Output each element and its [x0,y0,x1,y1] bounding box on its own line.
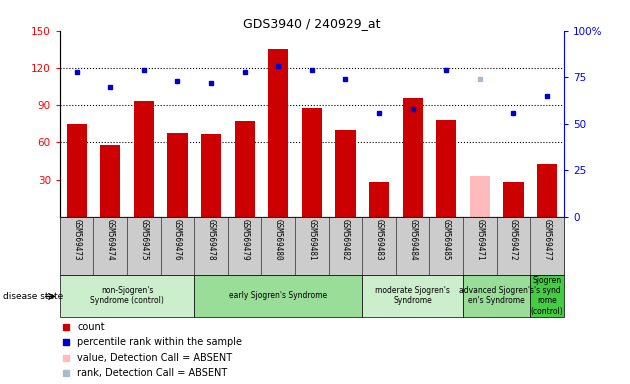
Bar [67,124,87,217]
Text: GSM569484: GSM569484 [408,219,417,260]
Bar [168,132,188,217]
Bar [335,130,355,217]
Bar [134,101,154,217]
Text: GSM569485: GSM569485 [442,219,450,260]
Text: advanced Sjogren's
en's Syndrome: advanced Sjogren's en's Syndrome [459,286,534,305]
Bar [268,50,289,217]
Bar [60,275,194,317]
Bar [234,121,255,217]
Text: GSM569478: GSM569478 [207,219,215,260]
Text: non-Sjogren's
Syndrome (control): non-Sjogren's Syndrome (control) [90,286,164,305]
Text: GSM569482: GSM569482 [341,219,350,260]
Bar [530,275,564,317]
Text: GSM569480: GSM569480 [274,219,283,260]
Text: GSM569479: GSM569479 [240,219,249,260]
Text: count: count [77,322,105,332]
Text: GSM569474: GSM569474 [106,219,115,260]
Bar [369,182,389,217]
Text: GSM569476: GSM569476 [173,219,182,260]
Text: GSM569472: GSM569472 [509,219,518,260]
Text: GSM569473: GSM569473 [72,219,81,260]
Bar [436,120,456,217]
Title: GDS3940 / 240929_at: GDS3940 / 240929_at [243,17,381,30]
Bar [100,145,120,217]
Bar [470,176,490,217]
Text: rank, Detection Call = ABSENT: rank, Detection Call = ABSENT [77,368,227,378]
Bar [503,182,524,217]
Bar [463,275,530,317]
Bar [362,275,463,317]
Text: value, Detection Call = ABSENT: value, Detection Call = ABSENT [77,353,232,363]
Bar [201,134,221,217]
Text: GSM569471: GSM569471 [476,219,484,260]
Bar [302,108,322,217]
Text: GSM569481: GSM569481 [307,219,316,260]
Text: Sjogren
's synd
rome
(control): Sjogren 's synd rome (control) [530,276,563,316]
Text: disease state: disease state [3,292,64,301]
Text: percentile rank within the sample: percentile rank within the sample [77,337,243,348]
Text: GSM569483: GSM569483 [375,219,384,260]
Text: moderate Sjogren's
Syndrome: moderate Sjogren's Syndrome [375,286,450,305]
Text: early Sjogren's Syndrome: early Sjogren's Syndrome [229,291,328,300]
Bar [194,275,362,317]
Bar [537,164,557,217]
Text: GSM569477: GSM569477 [542,219,551,260]
Bar [403,98,423,217]
Text: GSM569475: GSM569475 [139,219,148,260]
